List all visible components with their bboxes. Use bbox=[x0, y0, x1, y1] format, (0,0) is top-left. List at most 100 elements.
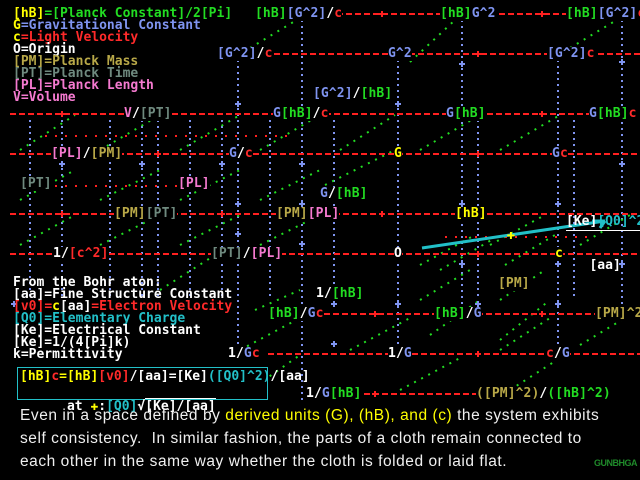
legend-item: V=Volume bbox=[13, 90, 232, 105]
text-segment: [hB] bbox=[566, 6, 598, 21]
legend-item: [PT]=Planck Time bbox=[13, 66, 232, 81]
text-segment: [hB] bbox=[280, 106, 313, 121]
text-segment: =Gravitational Constant bbox=[20, 18, 201, 33]
text-segment: / bbox=[352, 86, 361, 101]
node-label-pt: [PT] bbox=[20, 177, 52, 191]
text-segment: [PM] bbox=[114, 206, 146, 221]
formula-line-2: at ✚:[Q0]√[Ke]/[aa] bbox=[20, 384, 216, 429]
text-segment: [G^2] bbox=[217, 46, 257, 61]
text-segment: / bbox=[235, 346, 244, 361]
text-segment: [Q0]^2 bbox=[597, 214, 640, 229]
text-segment: [PT]=Planck Time bbox=[13, 66, 139, 81]
text-segment: G bbox=[552, 146, 560, 161]
text-segment: [hB] bbox=[331, 286, 364, 301]
text-segment: derived units (G), (hB), and (c) bbox=[225, 407, 453, 424]
text-segment: [hB] bbox=[434, 306, 466, 321]
text-segment: G bbox=[473, 306, 482, 321]
legend-item: O=Origin bbox=[13, 43, 232, 56]
diagonal-connector bbox=[159, 254, 216, 291]
bohr-line: [aa]=Fine Structure Constant bbox=[13, 288, 232, 301]
formula-charge: [Q0] bbox=[106, 399, 138, 414]
diagonal-connector bbox=[259, 214, 321, 246]
text-segment: c bbox=[637, 6, 640, 21]
node-label-hb: [hB] bbox=[455, 207, 487, 221]
node-label-gc: Gc bbox=[552, 147, 568, 161]
text-segment: [PT] bbox=[211, 246, 243, 261]
text-segment: G bbox=[446, 106, 454, 121]
text-segment: c bbox=[244, 146, 253, 161]
text-segment: [hB] bbox=[453, 106, 486, 121]
text-segment: c bbox=[251, 346, 260, 361]
diagonal-connector bbox=[439, 234, 501, 271]
diagonal-connector bbox=[409, 19, 456, 63]
node-label-one-over-hb: 1/[hB] bbox=[316, 287, 364, 301]
diagonal-connector bbox=[19, 214, 76, 246]
node-label-c: c bbox=[555, 247, 563, 261]
bohr-line: From the Bohr aton: bbox=[13, 276, 232, 289]
node-label-hbg2c: [hB][G^2]c bbox=[566, 7, 640, 21]
diagonal-connector bbox=[579, 317, 626, 346]
text-segment: [hB] bbox=[20, 369, 52, 384]
text-segment: = bbox=[59, 369, 67, 384]
node-label-g-over-hb: G/[hB] bbox=[320, 187, 368, 201]
text-segment: c bbox=[264, 46, 273, 61]
node-label-one-over-g: 1/G bbox=[388, 347, 412, 361]
text-segment: [PM]^2 bbox=[595, 306, 640, 321]
bohr-line: [Ke]=1/(4[Pi]k) bbox=[13, 336, 232, 349]
text-segment: / bbox=[326, 6, 335, 21]
star-marker-icon: ✚ bbox=[90, 399, 99, 414]
text-segment: [PL] bbox=[178, 176, 210, 191]
formula-at: at bbox=[66, 399, 91, 414]
text-segment: c bbox=[51, 369, 60, 384]
text-segment: [G^2] bbox=[286, 6, 327, 21]
text-segment: [PT] bbox=[20, 176, 52, 191]
diagonal-connector bbox=[509, 357, 561, 391]
legend-item: [hB]=[Planck Constant]/2[Pi] bbox=[13, 7, 232, 20]
diagonal-connector bbox=[19, 114, 76, 151]
text-segment: V=Volume bbox=[13, 90, 76, 105]
diagonal-connector bbox=[399, 357, 461, 391]
text-segment: / bbox=[242, 246, 251, 261]
node-label-one-over-ghb: 1/G[hB] bbox=[306, 387, 362, 401]
text-segment: [PT] bbox=[139, 106, 172, 121]
text-segment: / bbox=[327, 186, 336, 201]
diagonal-connector bbox=[179, 214, 241, 246]
fraction-numerator: [Ke][Q0]^2 bbox=[566, 215, 640, 231]
node-label-ghbc: G[hB]c bbox=[589, 107, 637, 121]
diagonal-connector bbox=[99, 214, 161, 246]
vector-arrow bbox=[421, 219, 606, 250]
node-label-g2c: [G^2]c bbox=[547, 47, 595, 61]
node-label-one-over-c2: 1/[c^2] bbox=[53, 247, 109, 261]
bohr-line: [v0]=c[aa]=Electron Velocity bbox=[13, 299, 232, 314]
text-segment: [G^2] bbox=[597, 6, 638, 21]
node-label-ghb-over-c: G[hB]/c bbox=[273, 107, 329, 121]
node-label-g2-over-hb: [G^2]/[hB] bbox=[313, 86, 393, 101]
text-segment: [hB] bbox=[66, 369, 99, 384]
node-label-hbg2-over-c: [hB][G^2]/c bbox=[255, 6, 343, 21]
text-segment: / bbox=[313, 386, 322, 401]
text-segment: ([hB]^2) bbox=[547, 386, 611, 401]
text-segment: G bbox=[321, 386, 330, 401]
text-segment: [PL] bbox=[307, 206, 340, 221]
text-segment: / bbox=[312, 106, 321, 121]
node-label-g: G bbox=[394, 147, 402, 161]
text-segment: [G^2] bbox=[313, 86, 353, 101]
text-segment: c bbox=[13, 30, 21, 45]
text-segment: [v0] bbox=[13, 299, 45, 314]
text-segment: G bbox=[13, 18, 21, 33]
diagonal-connector bbox=[324, 149, 396, 186]
text-segment: k=Permittivity bbox=[13, 347, 123, 362]
diagonal-connector bbox=[569, 17, 621, 49]
text-segment: 1 bbox=[306, 386, 314, 401]
diagonal-connector bbox=[349, 317, 411, 351]
diagonal-connector bbox=[499, 269, 546, 301]
text-segment: /[aa] bbox=[270, 369, 310, 384]
text-segment: / bbox=[323, 286, 332, 301]
node-label-g2-over-c: [G^2]/c bbox=[217, 47, 273, 61]
text-segment: c bbox=[546, 346, 554, 361]
text-segment: G bbox=[561, 346, 570, 361]
text-segment: [hB] bbox=[255, 6, 287, 21]
node-label-one-over-gc: 1/Gc bbox=[228, 347, 260, 361]
caption-line: each other in the same way whether the c… bbox=[20, 450, 635, 473]
node-label-hb-over-gc: [hB]/Gc bbox=[268, 307, 324, 321]
